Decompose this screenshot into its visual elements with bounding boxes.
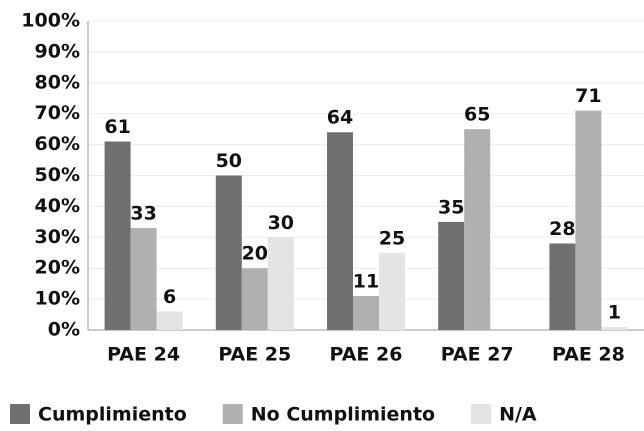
bar	[575, 110, 602, 330]
bar	[327, 132, 353, 330]
legend-label: Cumplimiento	[38, 404, 187, 426]
data-label: 6	[163, 286, 176, 308]
data-label: 50	[216, 150, 242, 172]
x-tick-label: PAE 25	[218, 344, 291, 366]
bar	[130, 228, 157, 330]
data-label: 61	[104, 116, 130, 138]
y-tick-label: 100%	[21, 10, 80, 32]
bar	[104, 141, 131, 330]
legend-swatch	[471, 404, 492, 424]
data-label: 28	[549, 218, 575, 240]
data-label: 33	[130, 203, 156, 225]
bar	[438, 221, 465, 330]
y-tick-label: 70%	[35, 102, 80, 124]
data-label: 30	[268, 212, 294, 234]
legend-swatch	[222, 404, 243, 424]
data-label: 25	[379, 227, 405, 249]
y-tick-label: 40%	[35, 195, 80, 217]
bar	[241, 268, 268, 330]
y-tick-label: 30%	[35, 226, 80, 248]
y-tick-label: 0%	[48, 319, 80, 341]
y-tick-label: 80%	[35, 71, 80, 93]
y-tick-label: 10%	[35, 288, 80, 310]
data-label: 35	[438, 196, 464, 218]
data-label: 71	[575, 85, 601, 107]
bar	[353, 296, 379, 330]
x-tick-label: PAE 27	[441, 344, 514, 366]
legend-label: No Cumplimiento	[251, 404, 435, 426]
legend-label: N/A	[499, 404, 537, 426]
y-tick-label: 20%	[35, 257, 80, 279]
bar	[601, 326, 628, 330]
data-label: 64	[327, 107, 353, 129]
x-tick-label: PAE 28	[552, 344, 625, 366]
legend-swatch	[10, 404, 30, 424]
y-tick-label: 60%	[35, 133, 80, 155]
y-tick-label: 50%	[35, 164, 80, 186]
x-tick-label: PAE 24	[107, 344, 180, 366]
data-label: 1	[608, 301, 621, 323]
bar	[549, 243, 576, 330]
bar	[379, 252, 405, 330]
y-tick-label: 90%	[35, 40, 80, 62]
bar	[267, 237, 294, 330]
data-label: 20	[242, 243, 268, 265]
bar	[215, 175, 242, 330]
data-label: 65	[464, 104, 490, 126]
bar	[464, 129, 491, 330]
bar	[156, 311, 183, 330]
x-tick-label: PAE 26	[330, 344, 403, 366]
data-label: 11	[353, 271, 379, 293]
